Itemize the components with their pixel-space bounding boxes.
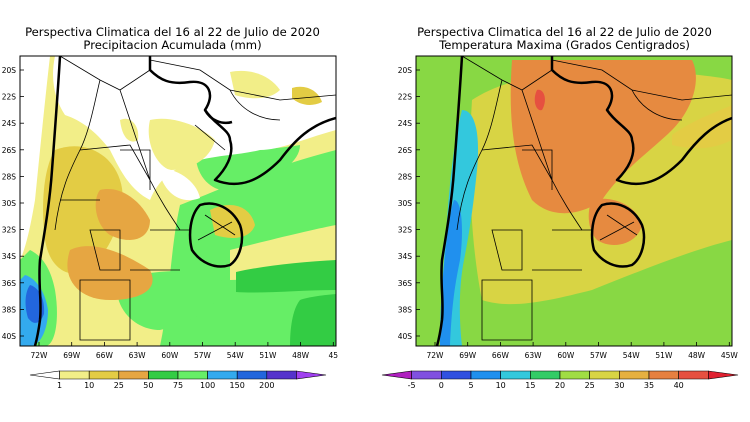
longitude-label: 45W (721, 351, 739, 360)
colorbar-label: 30 (614, 381, 624, 390)
latitude-label: 26S (398, 146, 413, 155)
latitude-label: 32S (398, 226, 413, 235)
latitude-label: 40S (2, 332, 17, 341)
longitude-label: 66W (492, 351, 510, 360)
colorbar-swatch (29, 370, 60, 380)
latitude-label: 20S (398, 66, 413, 75)
temperature-panel: Perspectiva Climatica del 16 al 22 de Ju… (381, 0, 738, 400)
colorbar-swatch (619, 370, 650, 380)
longitude-label: 69W (63, 351, 81, 360)
colorbar-swatch (589, 370, 620, 380)
longitude-label: 66W (96, 351, 114, 360)
longitude-label: 45 (329, 351, 339, 360)
latitude-label: 24S (2, 119, 17, 128)
colorbar-label: 25 (585, 381, 595, 390)
longitude-label: 51W (655, 351, 673, 360)
colorbar-swatch (708, 370, 739, 380)
precipitation-panel: Perspectiva Climatica del 16 al 22 de Ju… (0, 0, 345, 400)
colorbar-swatch (118, 370, 149, 380)
precipitation-colorbar: 1 10 25 50 75 100 150 200 (29, 370, 327, 390)
longitude-label: 48W (688, 351, 706, 360)
longitude-label: 72W (427, 351, 445, 360)
latitude-label: 30S (2, 199, 17, 208)
longitude-label: 54W (227, 351, 245, 360)
longitude-label: 69W (459, 351, 477, 360)
colorbar-label: 50 (143, 381, 153, 390)
latitude-labels: 20S 22S 24S 26S 28S 30S 32S 34S 36S 38S 40S (398, 66, 420, 341)
latitude-label: 30S (398, 199, 413, 208)
panel-title: Perspectiva Climatica del 16 al 22 de Ju… (417, 25, 712, 39)
latitude-label: 22S (398, 93, 413, 102)
colorbar-swatch (148, 370, 179, 380)
panel-subtitle: Precipitacion Acumulada (mm) (83, 38, 262, 52)
colorbar-swatch (530, 370, 561, 380)
latitude-label: 26S (2, 146, 17, 155)
longitude-labels: 72W 69W 66W 63W 60W 57W 54W 51W 48W 45 (31, 342, 339, 360)
latitude-label: 34S (398, 252, 413, 261)
longitude-label: 60W (161, 351, 179, 360)
longitude-label: 51W (259, 351, 277, 360)
colorbar-swatch (678, 370, 709, 380)
latitude-label: 36S (2, 279, 17, 288)
colorbar-swatch (207, 370, 238, 380)
colorbar-label: 0 (439, 381, 444, 390)
colorbar-label: 75 (173, 381, 183, 390)
latitude-label: 36S (398, 279, 413, 288)
precipitation-map: 20S 22S 24S 26S 28S 30S 32S 34S 36S 38S 40S 72W 69W… (2, 55, 339, 360)
colorbar-label: 200 (259, 381, 274, 390)
latitude-label: 20S (2, 66, 17, 75)
longitude-label: 60W (557, 351, 575, 360)
colorbar-swatch (266, 370, 297, 380)
panel-subtitle: Temperatura Maxima (Grados Centigrados) (439, 38, 690, 52)
temperature-map: 20S 22S 24S 26S 28S 30S 32S 34S 36S 38S 40S 72W 69W… (398, 55, 739, 360)
longitude-label: 72W (31, 351, 49, 360)
longitude-label: 63W (129, 351, 147, 360)
colorbar-swatch (500, 370, 531, 380)
latitude-label: 22S (2, 93, 17, 102)
latitude-label: 32S (2, 226, 17, 235)
colorbar-swatch (648, 370, 679, 380)
panel-title: Perspectiva Climatica del 16 al 22 de Ju… (25, 25, 320, 39)
colorbar-swatch (381, 370, 412, 380)
colorbar-label: 5 (468, 381, 473, 390)
colorbar-label: 35 (644, 381, 654, 390)
colorbar-swatch (88, 370, 120, 380)
colorbar-swatch (411, 370, 442, 380)
latitude-label: 38S (398, 305, 413, 314)
colorbar-label: 1 (57, 381, 62, 390)
colorbar-label: 40 (674, 381, 684, 390)
colorbar-label: 15 (525, 381, 535, 390)
longitude-label: 48W (292, 351, 310, 360)
colorbar-label: 100 (200, 381, 215, 390)
latitude-label: 24S (398, 119, 413, 128)
longitude-labels: 72W 69W 66W 63W 60W 57W 54W 51W 48W 45W (427, 342, 739, 360)
longitude-label: 57W (194, 351, 212, 360)
colorbar-swatch (236, 370, 268, 380)
colorbar-label: 150 (230, 381, 245, 390)
colorbar-swatch (441, 370, 472, 380)
colorbar-label: 10 (496, 381, 506, 390)
latitude-label: 34S (2, 252, 17, 261)
colorbar-swatch (470, 370, 501, 380)
colorbar-swatch (177, 370, 208, 380)
colorbar-label: 20 (555, 381, 565, 390)
longitude-label: 63W (525, 351, 543, 360)
latitude-labels: 20S 22S 24S 26S 28S 30S 32S 34S 36S 38S 40S (2, 66, 24, 341)
latitude-label: 28S (2, 172, 17, 181)
colorbar-label: -5 (408, 381, 416, 390)
temperature-colorbar: -5 0 5 10 15 20 25 30 35 40 (381, 370, 739, 390)
colorbar-swatch (59, 370, 90, 380)
latitude-label: 40S (398, 332, 413, 341)
colorbar-label: 10 (84, 381, 94, 390)
latitude-label: 38S (2, 305, 17, 314)
longitude-label: 54W (623, 351, 641, 360)
colorbar-swatch (296, 370, 327, 380)
longitude-label: 57W (590, 351, 608, 360)
latitude-label: 28S (398, 172, 413, 181)
colorbar-label: 25 (114, 381, 124, 390)
colorbar-swatch (559, 370, 590, 380)
